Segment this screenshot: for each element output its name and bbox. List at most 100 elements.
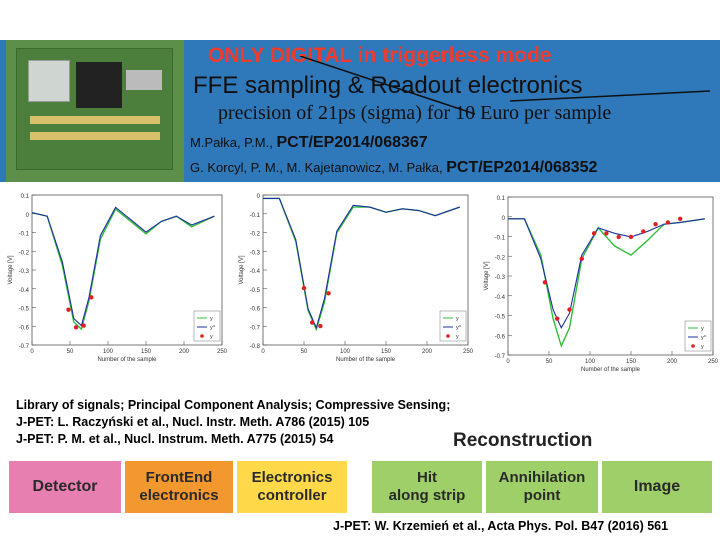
caption-ref-1: J-PET: L. Raczyński et al., Nucl. Instr.… [16, 415, 370, 429]
legend-label: y [701, 326, 704, 332]
data-point [73, 325, 79, 330]
legend-label: y [456, 334, 459, 340]
x-tick-label: 100 [340, 349, 351, 355]
y-tick-label: -0.3 [495, 275, 506, 281]
legend-swatch [691, 344, 695, 348]
legend-label: y [456, 316, 459, 322]
x-tick-label: 0 [261, 349, 265, 355]
x-tick-label: 250 [463, 349, 474, 355]
x-tick-label: 0 [30, 349, 34, 355]
data-point [326, 291, 331, 296]
plot-3-svg: 0.10-0.1-0.2-0.3-0.4-0.5-0.6-0.70 50 100 15… [484, 196, 719, 373]
plot-1-svg: 0.10-0.1-0.2-0.3-0.4-0.5-0.6-0.70 50 100 15… [8, 194, 228, 363]
y-tick-label: -0.4 [19, 288, 30, 294]
legend-label: y^ [701, 335, 707, 341]
legend-label: y [210, 334, 213, 340]
y-tick-label: -0.5 [495, 315, 506, 321]
signal-plot-1: 0.1 0 -0.1 -0.2 -0.3 -0.4 -0.5 -0.6 -0.7 0 50 100 15… [0, 185, 230, 370]
data-point [310, 320, 315, 325]
x-tick-label: 150 [626, 359, 637, 365]
y-tick-label: -0.4 [250, 269, 261, 275]
x-tick-label: 50 [546, 359, 553, 365]
data-point [641, 229, 646, 234]
image-box: Image [602, 461, 712, 513]
x-tick-label: 200 [179, 349, 190, 355]
y-tick-label: 0 [257, 194, 261, 200]
title-readout: FFE sampling & Readout electronics [193, 72, 583, 99]
data-point [591, 231, 597, 236]
data-point [678, 216, 683, 221]
plot-2-svg: 0-0.1-0.2-0.3-0.4-0.5-0.6-0.7-0.80 50 100 1… [239, 194, 474, 363]
signal-plot-2: 0 -0.1 -0.2 -0.3 -0.4 -0.5 -0.6 -0.7 -0.8 0 50 100 1… [233, 185, 478, 370]
x-tick-label: 50 [67, 349, 74, 355]
data-point [66, 307, 71, 312]
y-tick-label: -0.7 [250, 325, 261, 331]
x-tick-label: 0 [506, 359, 510, 365]
y-tick-label: -0.1 [495, 236, 506, 242]
detector-box: Detector [9, 461, 121, 513]
annihilation-box: Annihilation point [486, 461, 598, 513]
series-line-1 [263, 197, 460, 330]
plot-frame [507, 196, 714, 356]
x-tick-label: 100 [585, 359, 596, 365]
legend-box [684, 320, 712, 352]
y-tick-label: 0.1 [497, 196, 506, 202]
y-tick-label: -0.7 [19, 344, 30, 350]
y-tick-label: -0.4 [495, 295, 506, 301]
x-tick-label: 150 [381, 349, 392, 355]
y-axis-label: Voltage [V] [8, 255, 14, 284]
y-axis-label: Voltage [V] [239, 255, 245, 284]
y-tick-label: -0.5 [250, 288, 261, 294]
y-tick-label: -0.3 [19, 269, 30, 275]
y-tick-label: 0 [502, 216, 506, 222]
data-point [579, 256, 584, 261]
hit-box: Hit along strip [372, 461, 482, 513]
plot-frame [262, 194, 469, 346]
legend-swatch [200, 334, 204, 338]
data-point [653, 222, 658, 227]
y-tick-label: -0.1 [19, 232, 30, 238]
y-tick-label: 0 [26, 213, 30, 219]
footer-reference: J-PET: W. Krzemień et al., Acta Phys. Po… [333, 519, 669, 533]
legend-box [193, 310, 221, 342]
y-tick-label: 0.1 [21, 194, 30, 200]
legend-box [439, 310, 467, 342]
legend-label: y [210, 316, 213, 322]
title-precision: precision of 21ps (sigma) for 10 Euro pe… [218, 102, 612, 124]
x-axis-label: Number of the sample [97, 357, 157, 363]
data-point [89, 295, 94, 300]
data-point [81, 323, 86, 328]
y-axis-label: Voltage [V] [484, 261, 490, 290]
y-tick-label: -0.1 [250, 213, 261, 219]
y-tick-label: -0.6 [19, 325, 30, 331]
signal-plot-3: 0.1 0 -0.1 -0.2 -0.3 -0.4 -0.5 -0.6 -0.7 0 50 100 15… [478, 185, 720, 380]
y-tick-label: -0.7 [495, 354, 506, 360]
x-tick-label: 200 [422, 349, 433, 355]
x-tick-label: 250 [217, 349, 228, 355]
y-tick-label: -0.2 [495, 255, 506, 261]
title-digital: ONLY DIGITAL in triggerless mode [208, 44, 552, 67]
x-axis-label: Number of the sample [336, 357, 396, 363]
x-axis-label: Number of the sample [581, 367, 641, 373]
x-tick-label: 250 [708, 359, 719, 365]
caption-ref-2: J-PET: P. M. et al., Nucl. Instrum. Meth… [16, 432, 334, 446]
series-line-1 [31, 206, 215, 327]
data-point [555, 316, 560, 321]
data-point [616, 234, 621, 240]
legend-label: y [701, 344, 704, 350]
strike-lines [300, 56, 711, 115]
data-point [604, 231, 609, 236]
reconstruction-label: Reconstruction [453, 430, 593, 451]
y-tick-label: -0.5 [19, 307, 30, 313]
y-tick-label: -0.6 [495, 334, 506, 340]
y-tick-label: -0.3 [250, 250, 261, 256]
y-tick-label: -0.6 [250, 307, 261, 313]
y-tick-label: -0.2 [250, 232, 261, 238]
x-tick-label: 150 [141, 349, 152, 355]
legend-label: y^ [456, 325, 462, 331]
caption-methods: Library of signals; Principal Component … [16, 398, 451, 412]
data-point [542, 280, 548, 285]
legend-swatch [446, 334, 450, 338]
data-point [665, 220, 671, 225]
data-point [628, 234, 634, 240]
